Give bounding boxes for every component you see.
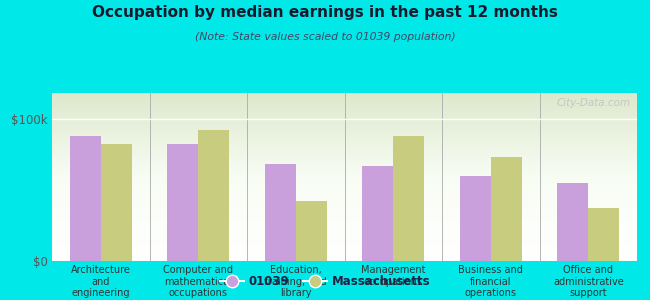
Bar (198, 130, 229, 261)
Text: (Note: State values scaled to 01039 population): (Note: State values scaled to 01039 popu… (195, 32, 455, 41)
Legend: 01039, Massachusetts: 01039, Massachusetts (215, 270, 435, 292)
Text: Occupation by median earnings in the past 12 months: Occupation by median earnings in the pas… (92, 4, 558, 20)
Bar (296, 201, 327, 261)
Bar (265, 164, 296, 261)
Bar (70, 136, 101, 261)
Bar (362, 166, 393, 261)
Bar (393, 136, 424, 261)
Bar (491, 157, 522, 261)
Bar (101, 144, 132, 261)
Bar (588, 208, 619, 261)
Bar (167, 144, 198, 261)
Bar (460, 176, 491, 261)
Bar (557, 183, 588, 261)
Text: City-Data.com: City-Data.com (557, 98, 631, 108)
